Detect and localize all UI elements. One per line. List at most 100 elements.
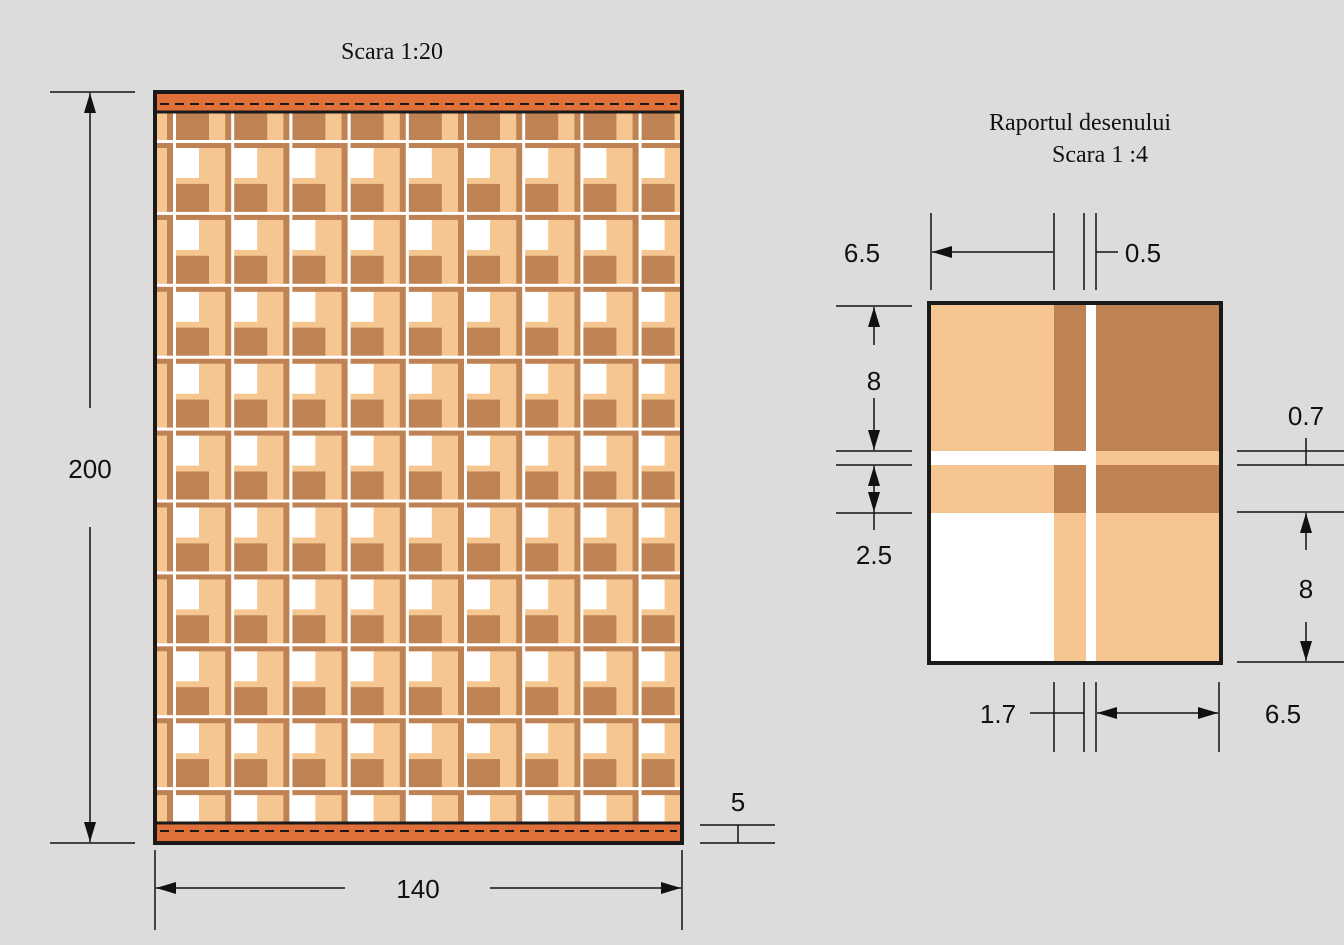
tablecloth-scale-label: Scara 1:20 bbox=[341, 39, 443, 65]
plaid-dark-block bbox=[233, 471, 268, 502]
repeat-title: Raportul desenului bbox=[989, 110, 1171, 136]
plaid-dark-block bbox=[524, 255, 559, 286]
plaid-white-block bbox=[757, 436, 781, 466]
plaid-dark-horizontal-stripe bbox=[157, 142, 680, 148]
plaid-white-block bbox=[175, 723, 199, 754]
plaid-dark-block bbox=[291, 40, 325, 70]
repeat-outline bbox=[927, 301, 1223, 665]
plaid-white-vertical-stripe bbox=[173, 112, 176, 822]
plaid-white-block bbox=[291, 219, 316, 250]
plaid-dark-block bbox=[233, 327, 268, 358]
plaid-dark-block bbox=[233, 255, 268, 286]
plaid-white-block bbox=[349, 723, 374, 754]
repeat-light-bottom-right bbox=[1096, 513, 1221, 663]
plaid-white-horizontal-stripe bbox=[157, 427, 680, 431]
plaid-dark-block bbox=[524, 687, 559, 718]
plaid-white-block bbox=[233, 579, 258, 610]
plaid-white-block bbox=[233, 507, 258, 538]
plaid-dark-block bbox=[349, 687, 384, 718]
plaid-white-horizontal-stripe bbox=[157, 68, 680, 71]
plaid-white-block bbox=[291, 651, 316, 682]
plaid-white-block bbox=[582, 723, 607, 754]
plaid-dark-block bbox=[699, 472, 733, 502]
plaid-dark-block bbox=[466, 687, 500, 718]
plaid-dark-block bbox=[291, 112, 326, 142]
plaid-dark-block bbox=[349, 327, 384, 358]
plaid-dark-block bbox=[175, 471, 209, 502]
plaid-dark-block bbox=[524, 40, 558, 70]
plaid-white-block bbox=[407, 651, 432, 682]
plaid-white-block bbox=[291, 363, 316, 394]
plaid-dark-block bbox=[757, 112, 791, 142]
plaid-dark-block bbox=[757, 831, 791, 861]
plaid-dark-vertical-stripe bbox=[399, 112, 408, 822]
plaid-white-block bbox=[233, 795, 258, 822]
plaid-dark-block bbox=[640, 759, 675, 790]
plaid-white-block bbox=[466, 363, 490, 394]
plaid-dark-block bbox=[407, 183, 442, 214]
plaid-dark-block bbox=[582, 471, 617, 502]
plaid-white-block bbox=[582, 435, 607, 466]
plaid-white-block bbox=[640, 795, 665, 822]
plaid-white-block bbox=[349, 363, 374, 394]
plaid-white-block bbox=[466, 435, 490, 466]
plaid-white-block bbox=[466, 651, 490, 682]
plaid-white-block bbox=[640, 291, 665, 322]
plaid-white-block bbox=[117, 795, 141, 825]
repeat-white-bottom-left bbox=[929, 513, 1054, 663]
plaid-dark-block bbox=[699, 400, 733, 430]
plaid-dark-block bbox=[582, 255, 617, 286]
plaid-dark-block bbox=[466, 399, 500, 430]
plaid-white-block bbox=[524, 435, 549, 466]
plaid-white-block bbox=[582, 795, 607, 822]
plaid-white-block bbox=[757, 220, 781, 250]
plaid-dark-block bbox=[757, 472, 791, 502]
plaid-dark-block bbox=[407, 327, 442, 358]
plaid-dark-block bbox=[757, 759, 791, 789]
plaid-white-block bbox=[640, 148, 665, 178]
plaid-white-block bbox=[291, 148, 316, 178]
plaid-white-block bbox=[466, 507, 490, 538]
repeat-bottom-dimensions bbox=[1030, 682, 1220, 752]
plaid-white-block bbox=[757, 723, 781, 753]
bottom-hem bbox=[153, 821, 684, 845]
plaid-dark-block bbox=[117, 615, 151, 645]
plaid-dark-block bbox=[582, 399, 617, 430]
repeat-dim-bottom-narrow: 1.7 bbox=[980, 699, 1016, 729]
repeat-top-dimensions bbox=[930, 213, 1118, 290]
plaid-white-horizontal-stripe bbox=[157, 715, 680, 719]
plaid-white-block bbox=[640, 651, 665, 682]
plaid-white-block bbox=[117, 651, 141, 681]
repeat-scale-label: Scara 1 :4 bbox=[1052, 142, 1148, 168]
plaid-white-vertical-stripe bbox=[231, 112, 235, 822]
plaid-dark-block bbox=[407, 255, 442, 286]
plaid-white-block bbox=[350, 867, 374, 897]
plaid-white-block bbox=[699, 579, 723, 609]
plaid-white-block bbox=[640, 579, 665, 610]
plaid-white-block bbox=[524, 507, 549, 538]
plaid-white-block bbox=[757, 292, 781, 322]
plaid-white-block bbox=[641, 867, 665, 897]
plaid-dark-horizontal-stripe bbox=[157, 285, 680, 292]
width-dimension-label: 140 bbox=[396, 874, 439, 904]
plaid-dark-block bbox=[117, 184, 151, 214]
plaid-white-horizontal-stripe bbox=[157, 571, 680, 575]
plaid-white-block bbox=[175, 507, 199, 538]
plaid-white-block bbox=[175, 867, 199, 897]
plaid-dark-vertical-stripe bbox=[691, 112, 699, 822]
plaid-white-block bbox=[407, 435, 432, 466]
plaid-white-vertical-stripe bbox=[638, 112, 642, 822]
plaid-white-block bbox=[466, 148, 490, 178]
plaid-white-horizontal-stripe bbox=[157, 499, 680, 503]
plaid-white-vertical-stripe bbox=[289, 112, 293, 822]
plaid-white-horizontal-stripe bbox=[157, 643, 680, 647]
plaid-white-block bbox=[524, 363, 549, 394]
plaid-dark-block bbox=[291, 471, 326, 502]
plaid-dark-block bbox=[582, 687, 617, 718]
plaid-dark-block bbox=[524, 759, 559, 790]
plaid-dark-block bbox=[117, 256, 151, 286]
plaid-dark-block bbox=[641, 40, 675, 70]
plaid-white-block bbox=[466, 867, 490, 897]
plaid-white-block bbox=[291, 435, 316, 466]
plaid-white-block bbox=[407, 291, 432, 322]
